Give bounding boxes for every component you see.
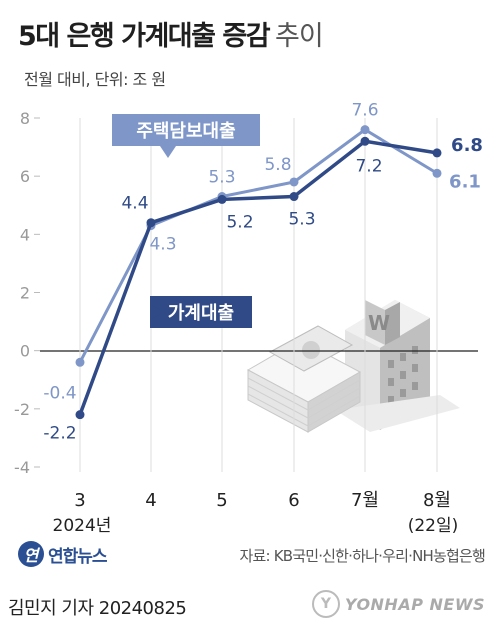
y-tick-label: 4 [20, 225, 30, 244]
y-tick-label: 0 [20, 342, 30, 361]
data-label: 6.8 [451, 135, 483, 156]
agency-watermark-icon: Y [311, 590, 340, 618]
data-point [75, 357, 85, 367]
legend-label: 주택담보대출 [136, 121, 235, 142]
series-line [78, 128, 438, 363]
data-point [146, 218, 156, 228]
data-point [432, 148, 442, 158]
legend-pointer [150, 304, 164, 320]
y-tick-label: -4 [14, 458, 30, 477]
data-label: -0.4 [43, 383, 76, 403]
legend-box [150, 296, 252, 328]
x-tick-sublabel: (22일) [408, 516, 459, 536]
title-sub: 추이 [275, 21, 324, 52]
y-tick-label: -2 [14, 400, 30, 419]
yonhap-logo-icon: 연 [18, 541, 44, 567]
x-tick-label: 6 [288, 490, 299, 511]
x-tick-label: 4 [145, 490, 156, 511]
data-label: 5.8 [264, 155, 291, 175]
data-point [360, 125, 370, 135]
yonhap-logo-text: 연합뉴스 [48, 546, 108, 567]
data-label: 5.3 [288, 210, 315, 230]
data-label: 6.1 [449, 171, 481, 192]
series-line [78, 139, 438, 416]
header: 5대 은행 가계대출 증감 추이 전월 대비, 단위: 조 원 [0, 0, 499, 108]
data-point [360, 136, 370, 146]
data-label: 4.3 [149, 235, 176, 255]
source-note: 자료: KB국민·신한·하나·우리·NH농협은행 [239, 547, 485, 565]
data-label: 5.2 [226, 212, 253, 232]
series-lines: -0.4 4.3 5.3 5.8 7.6 6.1 -2.2 4.4 5.2 5.3 7.2 6.8 [43, 101, 483, 444]
y-tick-label: 8 [20, 109, 30, 128]
legend-label: 가계대출 [168, 303, 234, 324]
x-tick-label: 5 [216, 490, 227, 511]
chart-title: 5대 은행 가계대출 증감 추이 [18, 14, 324, 53]
x-tick-label: 8월 [423, 490, 451, 511]
data-point [289, 192, 299, 202]
money-and-bank-illustration: W [246, 300, 460, 433]
data-label: 5.3 [208, 168, 235, 188]
legend-pointer [160, 146, 176, 158]
data-label: -2.2 [43, 424, 76, 444]
data-label: 7.2 [355, 156, 382, 176]
x-tick-sublabel: 2024년 [53, 516, 112, 536]
y-tick-label: 6 [20, 167, 30, 186]
y-tick-label: 2 [20, 284, 30, 303]
x-tick-label: 7월 [351, 490, 379, 511]
data-point [75, 410, 85, 420]
legend-box [112, 114, 260, 146]
data-label: 7.6 [351, 101, 378, 121]
data-point [432, 168, 442, 178]
y-axis-ticks: -4 -2 0 2 4 6 8 [14, 109, 40, 477]
unit-label: 전월 대비, 단위: 조 원 [24, 70, 166, 89]
svg-text:W: W [368, 311, 390, 335]
byline: 김민지 기자 20240825 [8, 598, 187, 619]
agency-watermark-text: YONHAP NEWS [344, 594, 485, 614]
x-tick-label: 3 [74, 490, 85, 511]
data-label: 4.4 [121, 194, 148, 214]
data-point [217, 194, 227, 204]
data-point [289, 177, 299, 187]
title-main: 5대 은행 가계대출 증감 [18, 21, 271, 52]
agency-watermark: Y YONHAP NEWS [311, 590, 485, 618]
yonhap-logo: 연 연합뉴스 [18, 541, 108, 567]
